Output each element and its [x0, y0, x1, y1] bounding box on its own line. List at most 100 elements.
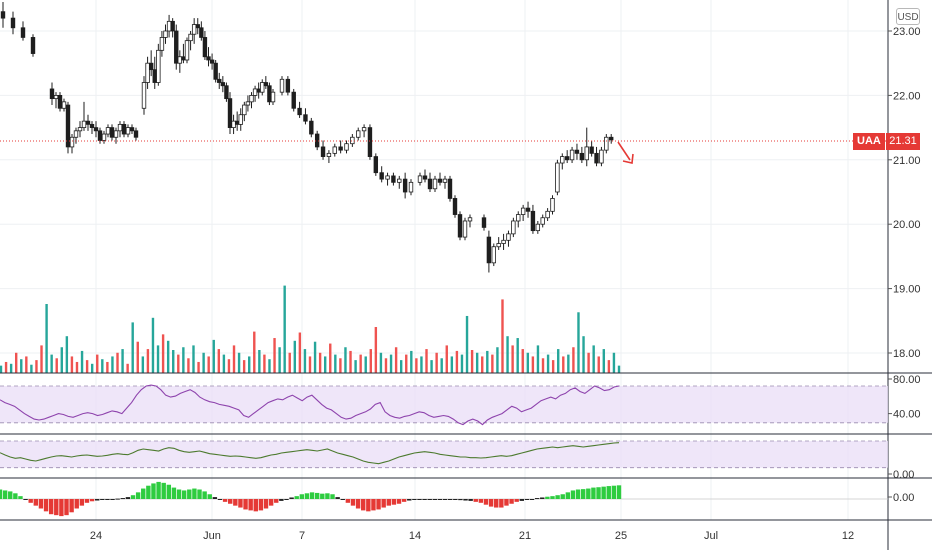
- currency-badge[interactable]: USD: [896, 8, 920, 25]
- histogram-bar: [458, 499, 463, 501]
- histogram-bar: [325, 493, 330, 499]
- histogram-bar: [422, 499, 427, 500]
- volume-bar: [35, 360, 38, 373]
- candle-body: [30, 37, 36, 54]
- volume-bar: [288, 352, 291, 373]
- volume-bar: [14, 352, 18, 373]
- volume-bars: [0, 285, 621, 373]
- x-tick-label: 24: [90, 530, 102, 542]
- volume-bar: [511, 345, 514, 373]
- histogram-bar: [606, 486, 611, 499]
- price-tick-label: 21.00: [893, 155, 921, 167]
- volume-bar: [192, 345, 195, 373]
- candle-body: [452, 198, 458, 215]
- candle-body: [20, 27, 26, 38]
- candle-body: [234, 120, 240, 125]
- volume-bar: [197, 361, 200, 373]
- candle-body: [314, 133, 320, 148]
- candle-body: [326, 152, 332, 157]
- histogram-bar: [23, 499, 28, 500]
- histogram-bar: [294, 496, 299, 499]
- candle-body: [256, 88, 261, 93]
- candle-body: [520, 207, 526, 215]
- volume-bar: [344, 347, 347, 373]
- volume-bar: [420, 356, 423, 373]
- histogram-bar: [253, 499, 258, 512]
- forecast-arrow-icon: [617, 141, 634, 164]
- histogram-bar: [565, 492, 571, 499]
- candle-body: [408, 181, 414, 193]
- candle-body: [224, 85, 229, 100]
- time-axis[interactable]: 24 Jun 7 14 21 25 Jul 12: [90, 530, 854, 542]
- candle-body: [285, 78, 291, 93]
- candle-body: [457, 214, 463, 238]
- histogram-bar: [43, 499, 49, 512]
- volume-bar: [60, 347, 63, 373]
- volume-bar: [85, 360, 89, 373]
- histogram-bar: [545, 496, 550, 499]
- volume-bar: [389, 354, 393, 373]
- histogram-bar: [555, 495, 560, 499]
- candle-body: [397, 178, 402, 183]
- candle-body: [113, 130, 119, 138]
- candle-body: [220, 82, 226, 87]
- histogram-bar: [125, 497, 131, 499]
- volume-bar: [364, 356, 367, 373]
- candle-body: [109, 127, 115, 138]
- volume-bar: [212, 339, 215, 373]
- histogram-bar: [447, 499, 453, 500]
- volume-bar: [455, 350, 459, 373]
- stoch-line: [0, 442, 620, 465]
- histogram-bar: [59, 499, 64, 517]
- volume-bar: [572, 347, 575, 373]
- histogram-bar: [74, 499, 79, 509]
- candle-body: [89, 123, 95, 128]
- candle-body: [213, 62, 218, 80]
- volume-bar: [45, 304, 48, 373]
- histogram-bar: [110, 499, 115, 500]
- histogram-bar: [381, 499, 386, 508]
- volume-bar: [557, 349, 560, 373]
- histogram-bar: [18, 496, 23, 499]
- candle-body: [270, 91, 276, 103]
- volume-bar: [50, 354, 53, 373]
- histogram-bar: [586, 488, 591, 499]
- histogram-bar: [499, 499, 504, 508]
- volume-bar: [207, 356, 210, 373]
- histogram-bar: [105, 499, 110, 500]
- histogram-bar: [166, 484, 172, 499]
- histogram-bar: [524, 499, 530, 500]
- histogram-bar: [366, 499, 371, 512]
- histogram-bar: [560, 494, 565, 499]
- volume-bar: [9, 363, 13, 373]
- price-axis[interactable]: 23.00 22.00 21.00 20.00 19.00 18.00 80.00 40.00…: [888, 26, 921, 504]
- volume-bar: [303, 349, 307, 373]
- histogram-bar: [417, 499, 422, 500]
- candle-body: [491, 246, 496, 264]
- x-tick-label: 7: [299, 530, 305, 542]
- volume-bar: [278, 347, 281, 373]
- candle-body: [379, 172, 384, 180]
- volume-bar: [111, 356, 114, 373]
- volume-bar: [318, 352, 322, 373]
- volume-bar: [55, 358, 58, 373]
- candle-body: [117, 123, 123, 132]
- volume-bar: [177, 354, 180, 373]
- candle-body: [496, 243, 501, 248]
- volume-bar: [298, 332, 302, 373]
- volume-bar: [96, 354, 99, 373]
- volume-bar: [577, 312, 580, 373]
- volume-bar: [531, 356, 535, 373]
- histogram-bar: [401, 499, 407, 502]
- candle-body: [338, 146, 343, 151]
- histogram-bar: [335, 497, 340, 499]
- candle-body: [156, 49, 161, 83]
- histogram-bar: [94, 499, 100, 501]
- volume-bar: [516, 338, 519, 373]
- candle-body: [356, 130, 361, 138]
- histogram-bar: [376, 499, 381, 510]
- candle-body: [467, 217, 473, 222]
- candle-body: [367, 127, 373, 157]
- candle-body: [105, 127, 111, 135]
